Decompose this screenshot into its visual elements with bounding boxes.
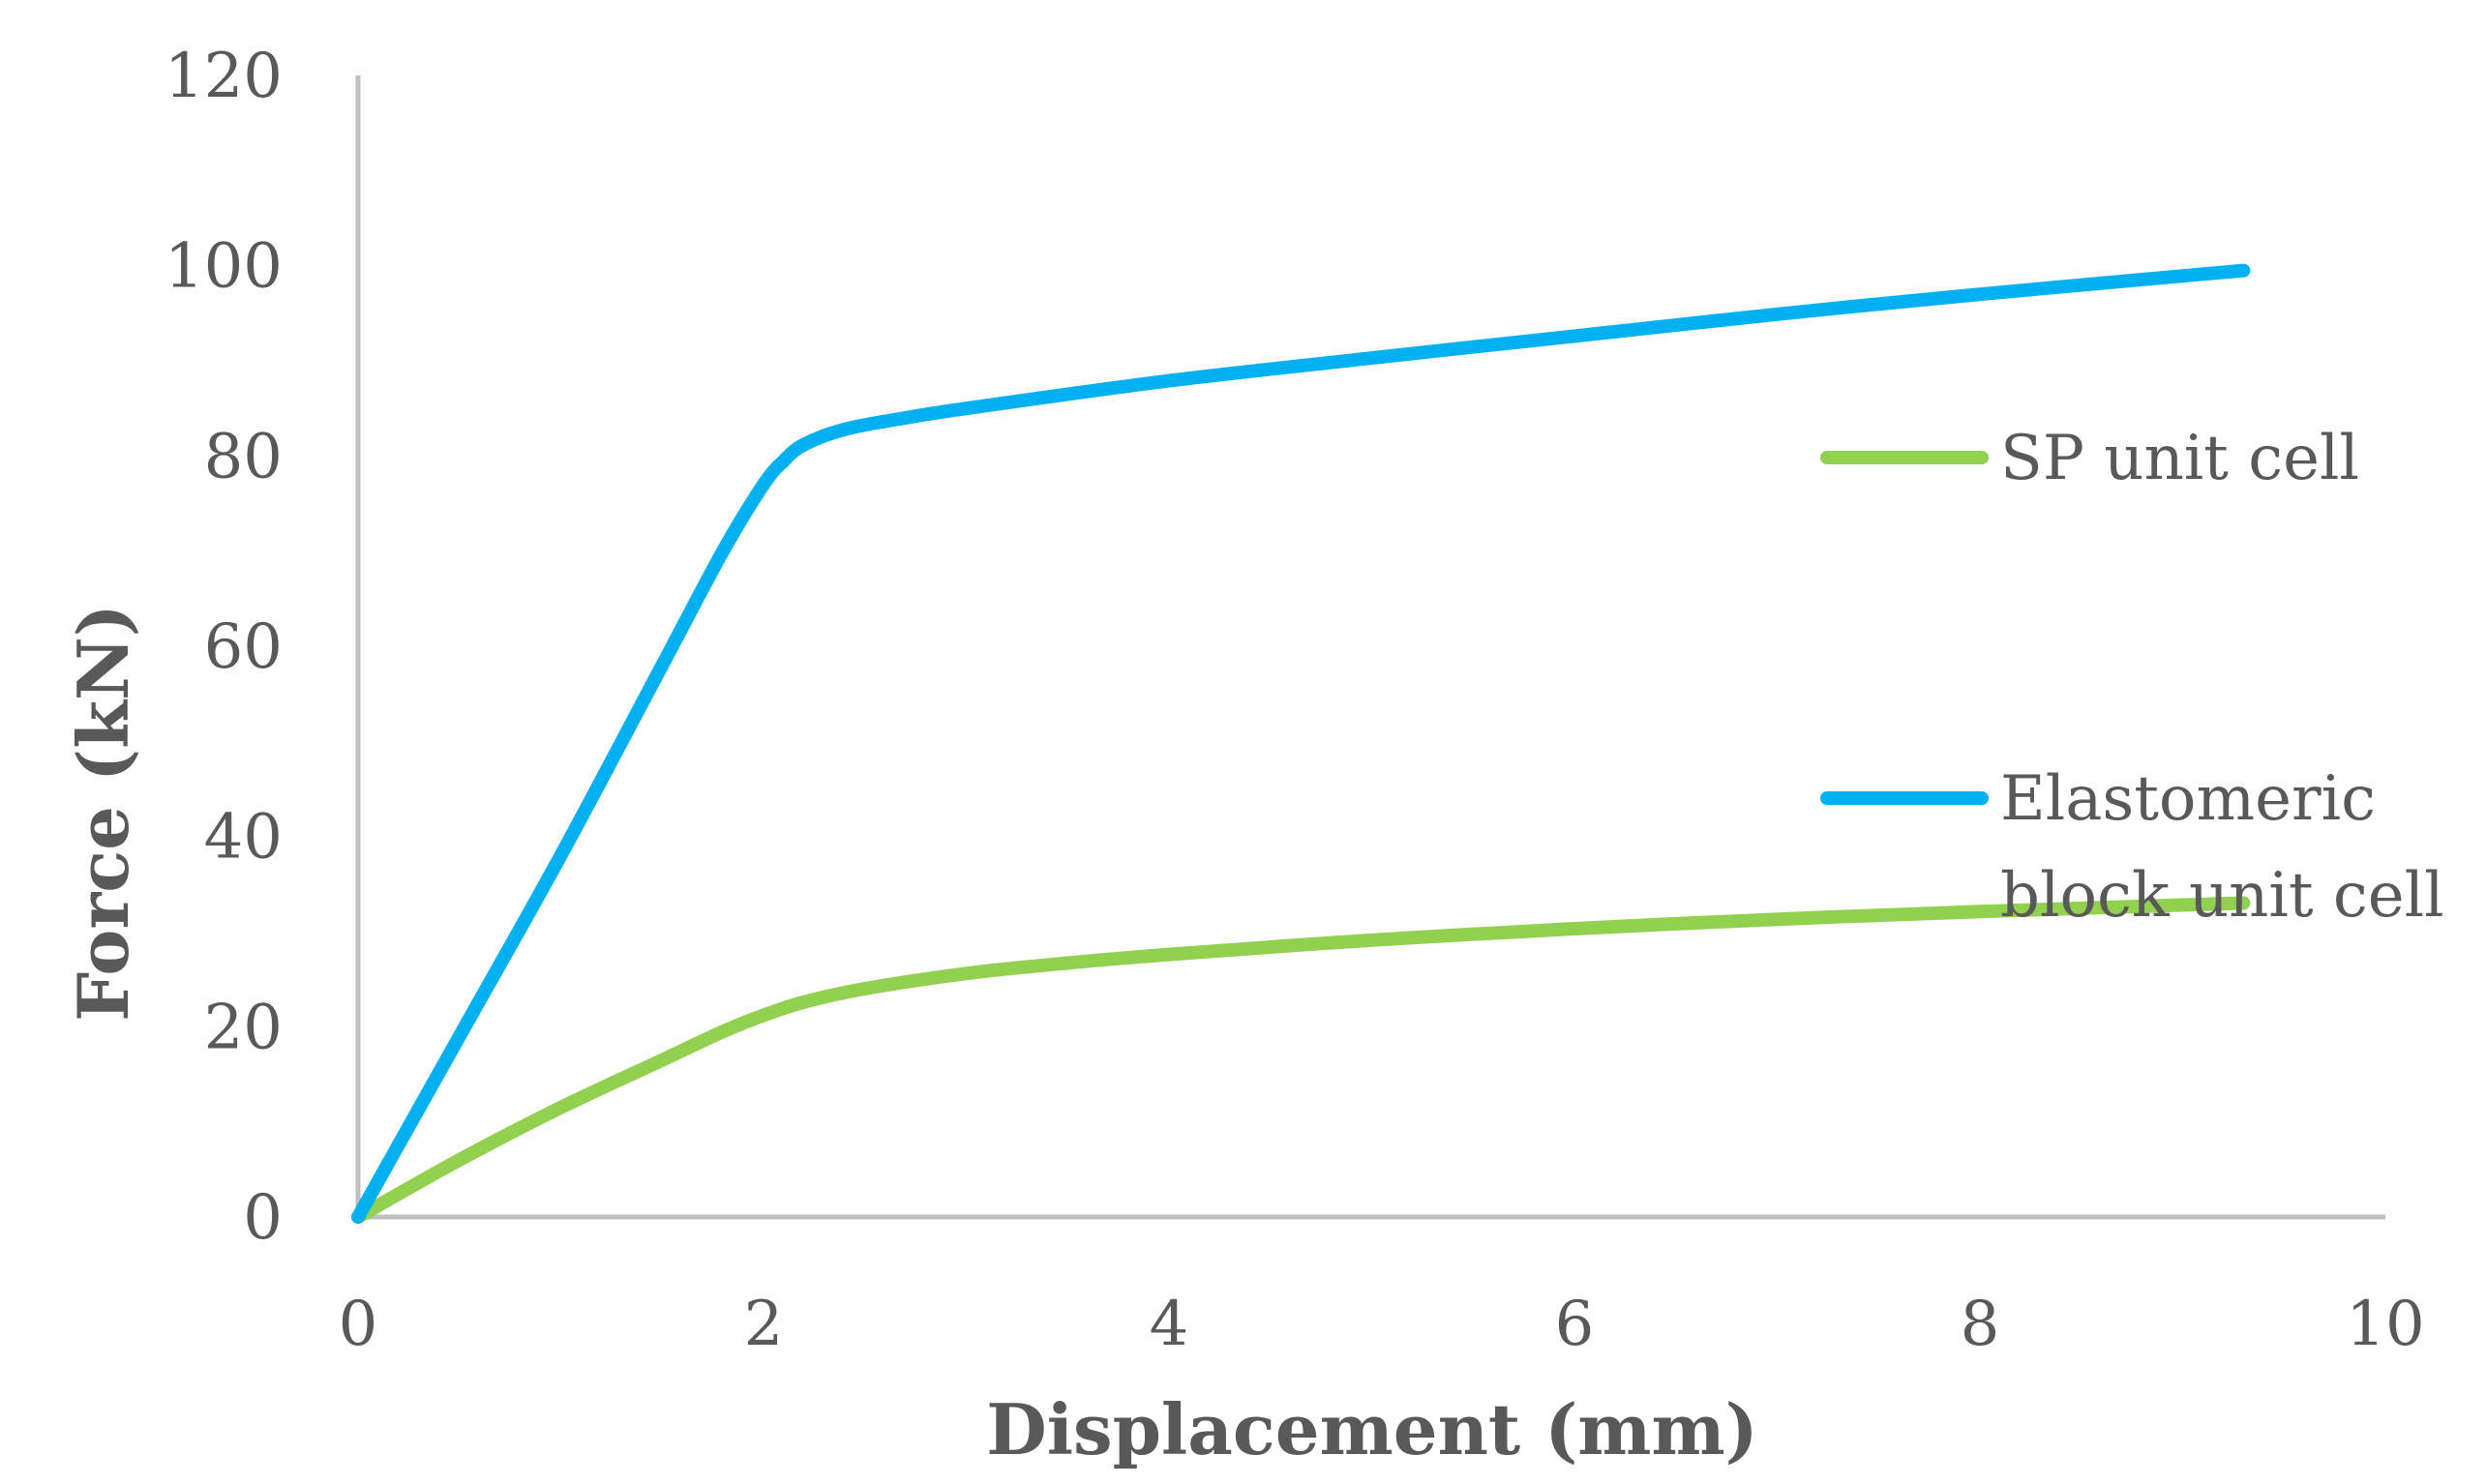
y-axis-title: Force (kN) (62, 604, 144, 1022)
legend: SP unit cell Elastomeric block unit cell (1820, 423, 2444, 932)
y-tick-label: 100 (165, 231, 283, 303)
x-tick-label: 6 (1555, 1289, 1595, 1360)
y-tick-label: 80 (204, 421, 283, 492)
y-tick-label: 60 (204, 611, 283, 683)
x-tick-label: 0 (339, 1289, 378, 1360)
legend-label-sp-unit-cell: SP unit cell (2000, 423, 2359, 494)
legend-label-line: block unit cell (2000, 860, 2444, 932)
legend-label-elastomeric-block-unit-cell: Elastomeric block unit cell (2000, 763, 2444, 932)
x-tick-label: 8 (1961, 1289, 2000, 1360)
series-lines (351, 263, 2251, 1224)
x-tick-label: 10 (2346, 1289, 2424, 1360)
y-tick-label: 0 (243, 1182, 283, 1254)
x-tick-label: 2 (744, 1289, 784, 1360)
series-line-elastomeric-block-unit-cell (351, 263, 2251, 1224)
x-axis-title: Displacement (mm) (986, 1388, 1757, 1470)
legend-label-line: Elastomeric (2000, 763, 2376, 835)
y-tick-label: 40 (204, 802, 283, 874)
y-tick-labels: 0 20 40 60 80 100 120 (165, 41, 283, 1254)
y-tick-label: 20 (204, 992, 283, 1063)
series-line-sp-unit-cell (351, 896, 2251, 1224)
plot-area (355, 75, 2385, 1220)
x-tick-labels: 0 2 4 6 8 10 (339, 1289, 2425, 1360)
y-tick-label: 120 (165, 41, 283, 112)
x-tick-label: 4 (1150, 1289, 1189, 1360)
